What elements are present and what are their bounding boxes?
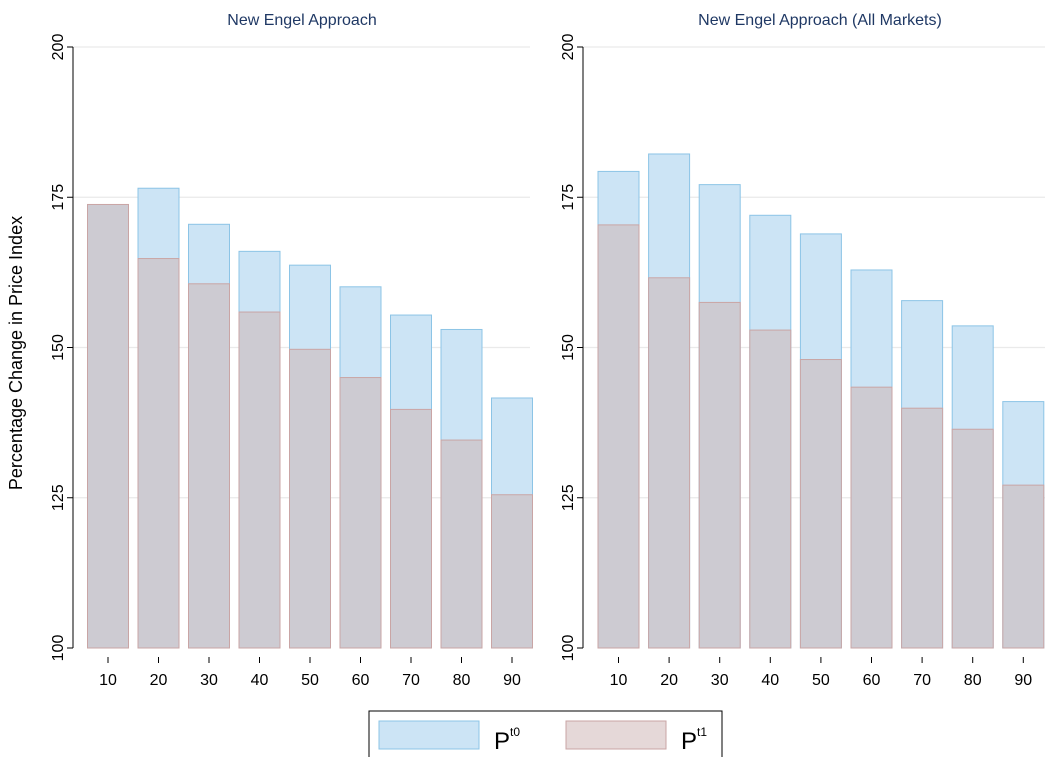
y-tick-label: 200: [50, 34, 67, 61]
bar-pt1: [901, 407, 944, 649]
x-tick-label: 70: [913, 672, 931, 689]
x-tick-label: 60: [352, 672, 370, 689]
bar-pt1: [799, 359, 842, 649]
y-axis-label: Percentage Change in Price Index: [6, 216, 26, 490]
panel-1: 100 125 150 175 200 10 20 30 40 50 60 70 80 90: [50, 34, 533, 689]
y-tick-label: 200: [560, 34, 577, 61]
x-tick-label: 10: [610, 672, 628, 689]
y-tick-label: 175: [560, 184, 577, 211]
y-tick-label: 150: [560, 334, 577, 361]
x-tick-label: 70: [402, 672, 420, 689]
x-tick-label: 30: [200, 672, 218, 689]
bar-pt1: [87, 203, 129, 649]
x-tick-label: 50: [812, 672, 830, 689]
y-tick-label: 100: [560, 635, 577, 662]
bar-pt1: [137, 258, 180, 649]
y-tick-label: 150: [50, 334, 67, 361]
bar-pt1: [698, 301, 741, 649]
bar-pt1: [951, 428, 994, 649]
y-tick-label: 125: [50, 484, 67, 511]
bar-pt1: [440, 439, 483, 649]
x-tick-label: 90: [1014, 672, 1032, 689]
bar-pt1: [289, 348, 331, 649]
x-tick-label: 40: [251, 672, 269, 689]
bar-pt1: [597, 224, 640, 649]
bar-pt1: [491, 494, 533, 649]
x-tick-label: 80: [453, 672, 471, 689]
bar-pt1: [1002, 484, 1045, 649]
x-tick-label: 10: [99, 672, 117, 689]
panel-2: 100 125 150 175 200 10 20 30 40 50 60 70 80 90: [560, 34, 1045, 689]
x-tick-label: 90: [503, 672, 521, 689]
panel-2-title: New Engel Approach (All Markets): [698, 12, 942, 29]
bar-pt1: [749, 329, 792, 649]
y-tick-label: 125: [560, 484, 577, 511]
bar-pt1: [648, 277, 691, 649]
bar-pt1: [339, 377, 382, 649]
panel-1-title: New Engel Approach: [227, 12, 376, 29]
bar-pt1: [390, 408, 432, 649]
x-tick-label: 20: [150, 672, 168, 689]
x-tick-label: 40: [761, 672, 779, 689]
legend-label-pt1: Pt1: [681, 725, 707, 755]
bar-pt1: [238, 311, 281, 649]
x-tick-label: 30: [711, 672, 729, 689]
y-tick-label: 100: [50, 635, 67, 662]
x-tick-label: 20: [660, 672, 678, 689]
legend-label-pt0: Pt0: [494, 725, 520, 755]
legend: Pt0 Pt1: [368, 710, 723, 762]
x-tick-label: 50: [301, 672, 319, 689]
legend-swatch-pt1: [565, 720, 667, 750]
y-tick-label: 175: [50, 184, 67, 211]
bar-pt1: [850, 386, 893, 649]
legend-swatch-pt0: [378, 720, 480, 750]
x-tick-label: 60: [863, 672, 881, 689]
bar-pt1: [188, 283, 230, 649]
x-tick-label: 80: [964, 672, 982, 689]
